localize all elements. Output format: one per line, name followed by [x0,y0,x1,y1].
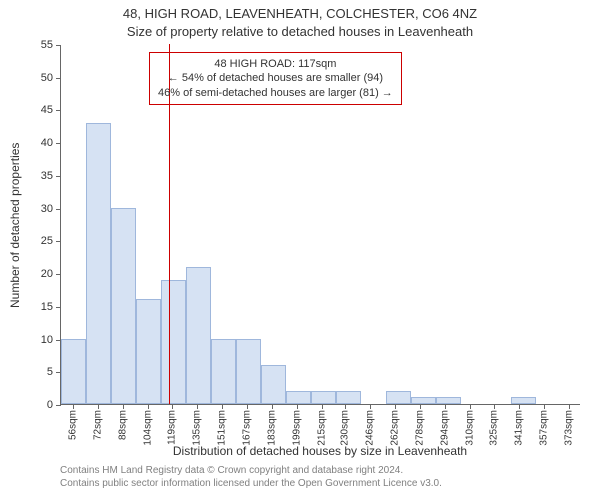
annotation-line: ← 54% of detached houses are smaller (94… [158,71,393,85]
plot-area: 051015202530354045505556sqm72sqm88sqm104… [60,45,580,405]
x-tick [222,404,223,409]
x-tick [148,404,149,409]
y-tick [56,176,61,177]
y-tick [56,307,61,308]
x-tick [470,404,471,409]
histogram-bar [236,339,261,404]
annotation-box: 48 HIGH ROAD: 117sqm← 54% of detached ho… [149,52,402,105]
x-tick-label: 88sqm [118,410,129,440]
histogram-bar [111,208,136,404]
y-tick-label: 10 [41,334,53,346]
x-tick [420,404,421,409]
y-tick [56,110,61,111]
x-tick-label: 230sqm [340,410,351,446]
x-tick-label: 215sqm [316,410,327,446]
y-tick-label: 15 [41,301,53,313]
y-tick [56,274,61,275]
y-tick [56,78,61,79]
x-tick [98,404,99,409]
y-tick [56,143,61,144]
x-tick-label: 278sqm [415,410,426,446]
x-tick [494,404,495,409]
x-tick [73,404,74,409]
histogram-bar [511,397,536,404]
attribution-line-2: Contains public sector information licen… [60,477,590,490]
x-tick-label: 72sqm [93,410,104,440]
x-tick [370,404,371,409]
x-tick [123,404,124,409]
y-tick [56,209,61,210]
histogram-bar [86,123,111,404]
histogram-bar [161,280,186,404]
histogram-bar [286,391,311,404]
x-tick-label: 325sqm [488,410,499,446]
chart-title-main: 48, HIGH ROAD, LEAVENHEATH, COLCHESTER, … [0,6,600,21]
y-tick-label: 55 [41,39,53,51]
x-tick-label: 310sqm [465,410,476,446]
x-tick-label: 183sqm [266,410,277,446]
x-tick-label: 167sqm [241,410,252,446]
y-tick [56,405,61,406]
y-tick [56,340,61,341]
y-tick-label: 0 [47,399,53,411]
x-tick-label: 373sqm [563,410,574,446]
chart-title-sub: Size of property relative to detached ho… [0,24,600,39]
attribution-line-1: Contains HM Land Registry data © Crown c… [60,464,590,477]
y-tick-label: 40 [41,137,53,149]
histogram-bar [411,397,436,404]
x-tick-label: 357sqm [538,410,549,446]
x-tick-label: 341sqm [513,410,524,446]
y-tick-label: 50 [41,72,53,84]
y-axis-label: Number of detached properties [8,45,22,405]
x-tick [297,404,298,409]
y-tick-label: 5 [47,366,53,378]
x-tick [197,404,198,409]
x-tick [272,404,273,409]
x-tick [569,404,570,409]
x-tick [172,404,173,409]
x-tick-label: 151sqm [216,410,227,446]
x-tick [395,404,396,409]
annotation-line: 48 HIGH ROAD: 117sqm [158,57,393,71]
x-axis-label: Distribution of detached houses by size … [60,444,580,458]
x-tick-label: 119sqm [166,410,177,445]
x-tick-label: 104sqm [143,410,154,446]
y-tick [56,372,61,373]
x-tick [544,404,545,409]
x-tick [247,404,248,409]
histogram-bar [261,365,286,404]
x-tick-label: 199sqm [291,410,302,446]
x-tick [445,404,446,409]
chart-container: 48, HIGH ROAD, LEAVENHEATH, COLCHESTER, … [0,0,600,500]
x-tick-label: 135sqm [191,410,202,446]
y-tick-label: 35 [41,170,53,182]
annotation-line: 46% of semi-detached houses are larger (… [158,86,393,100]
x-tick-label: 246sqm [365,410,376,446]
histogram-bar [311,391,336,404]
histogram-bar [136,299,161,404]
y-tick-label: 25 [41,235,53,247]
y-tick [56,241,61,242]
histogram-bar [386,391,411,404]
x-tick [345,404,346,409]
histogram-bar [336,391,361,404]
x-tick-label: 56sqm [68,410,79,440]
histogram-bar [61,339,86,404]
x-tick-label: 262sqm [390,410,401,446]
y-tick-label: 45 [41,104,53,116]
histogram-bar [211,339,236,404]
histogram-bar [436,397,461,404]
y-tick-label: 30 [41,203,53,215]
y-tick [56,45,61,46]
attribution-text: Contains HM Land Registry data © Crown c… [60,464,590,490]
x-tick [322,404,323,409]
y-tick-label: 20 [41,268,53,280]
x-tick-label: 294sqm [440,410,451,446]
x-tick [519,404,520,409]
histogram-bar [186,267,211,404]
